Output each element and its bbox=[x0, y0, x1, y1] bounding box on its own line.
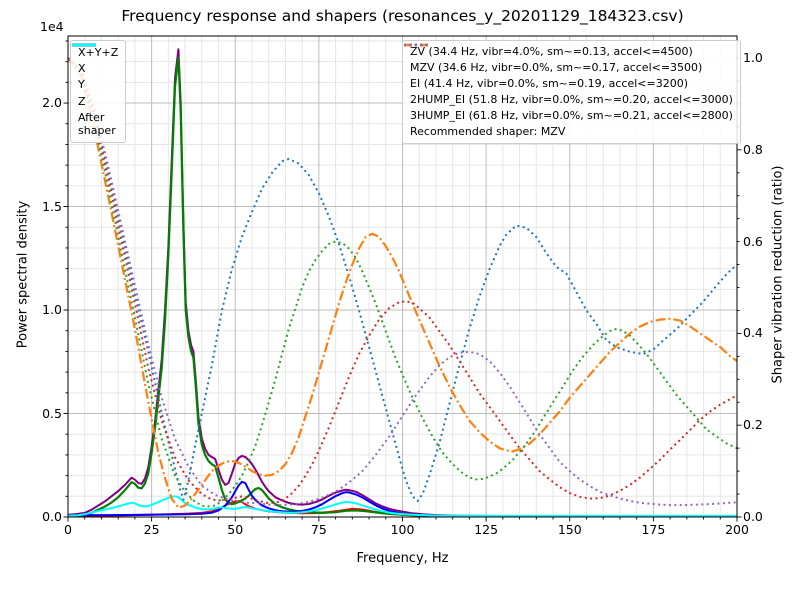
x-tick-label: 75 bbox=[310, 522, 327, 537]
y-axis-label-right: Shaper vibration reduction (ratio) bbox=[770, 165, 786, 384]
y-axis-offset-label: 1e4 bbox=[40, 19, 64, 34]
x-tick-label: 25 bbox=[143, 522, 160, 537]
series-Y bbox=[68, 56, 737, 517]
y-right-tick-label: 0.0 bbox=[743, 508, 763, 524]
legend-swatch-dotted bbox=[404, 43, 430, 47]
legend-item: ZV (34.4 Hz, vibr=4.0%, sm~=0.13, accel<… bbox=[404, 43, 733, 59]
legend-label: 2HUMP_EI (51.8 Hz, vibr=0.0%, sm~=0.20, … bbox=[410, 93, 733, 107]
y-left-tick-label: 2.0 bbox=[42, 94, 62, 110]
series-curves bbox=[68, 48, 737, 517]
series-ZV bbox=[68, 57, 737, 502]
legend-swatch-solid bbox=[72, 43, 96, 47]
series-3HUMP_EI bbox=[68, 57, 737, 507]
y-left-tick-label: 0.5 bbox=[42, 405, 62, 421]
series-X+Y+Z bbox=[68, 48, 737, 517]
x-axis-label: Frequency, Hz bbox=[356, 551, 449, 566]
legend-label: X+Y+Z bbox=[78, 46, 119, 59]
axes-frame bbox=[63, 35, 742, 522]
legend-label: 3HUMP_EI (61.8 Hz, vibr=0.0%, sm~=0.21, … bbox=[410, 109, 733, 123]
y-right-tick-label: 0.2 bbox=[743, 416, 763, 432]
legend-psd: X+Y+Z X Y Z After shaper bbox=[70, 40, 127, 144]
legend-swatch-spacer bbox=[403, 41, 431, 49]
y-left-tick-label: 0.0 bbox=[42, 508, 62, 524]
x-tick-label: 175 bbox=[641, 522, 666, 537]
y-left-tick-label: 1.5 bbox=[42, 198, 62, 214]
x-tick-label: 50 bbox=[227, 522, 244, 537]
x-tick-label: 200 bbox=[725, 522, 749, 537]
series-After shaper bbox=[68, 495, 737, 517]
series-2HUMP_EI bbox=[68, 57, 737, 505]
legend-label: X bbox=[78, 62, 86, 76]
legend-label: Recommended shaper: MZV bbox=[410, 125, 566, 139]
page-title: Frequency response and shapers (resonanc… bbox=[121, 7, 684, 25]
legend-label: Y bbox=[78, 78, 85, 92]
y-axis-label-left: Power spectral density bbox=[15, 200, 31, 349]
series-MZV bbox=[68, 57, 737, 509]
y-left-tick-label: 1.0 bbox=[42, 301, 62, 317]
y-right-tick-label: 0.8 bbox=[743, 141, 763, 157]
legend-item: X bbox=[72, 43, 118, 76]
legend-item: 2HUMP_EI (51.8 Hz, vibr=0.0%, sm~=0.20, … bbox=[404, 43, 733, 107]
y-right-tick-label: 0.4 bbox=[743, 325, 763, 341]
legend-item: After shaper bbox=[72, 43, 118, 137]
legend-item: EI (41.4 Hz, vibr=0.0%, sm~=0.19, accel<… bbox=[404, 43, 733, 91]
legend-item: Z bbox=[72, 43, 118, 108]
y-right-tick-label: 1.0 bbox=[743, 49, 763, 65]
legend-item: 3HUMP_EI (61.8 Hz, vibr=0.0%, sm~=0.21, … bbox=[404, 43, 733, 123]
legend-label: After shaper bbox=[78, 110, 116, 137]
legend-label: ZV (34.4 Hz, vibr=4.0%, sm~=0.13, accel<… bbox=[410, 45, 693, 58]
legend-item: Recommended shaper: MZV bbox=[410, 125, 733, 139]
legend-shapers: ZV (34.4 Hz, vibr=4.0%, sm~=0.13, accel<… bbox=[402, 40, 741, 145]
legend-label: Z bbox=[78, 94, 86, 108]
x-tick-label: 100 bbox=[390, 522, 415, 537]
legend-item: Y bbox=[72, 43, 118, 92]
x-tick-label: 0 bbox=[64, 522, 72, 537]
x-tick-label: 125 bbox=[474, 522, 499, 537]
legend-label: EI (41.4 Hz, vibr=0.0%, sm~=0.19, accel<… bbox=[410, 77, 688, 91]
y-right-tick-label: 0.6 bbox=[743, 233, 763, 249]
legend-label: MZV (34.6 Hz, vibr=0.0%, sm~=0.17, accel… bbox=[410, 61, 703, 75]
x-tick-label: 150 bbox=[557, 522, 582, 537]
legend-item: MZV (34.6 Hz, vibr=0.0%, sm~=0.17, accel… bbox=[404, 43, 733, 75]
